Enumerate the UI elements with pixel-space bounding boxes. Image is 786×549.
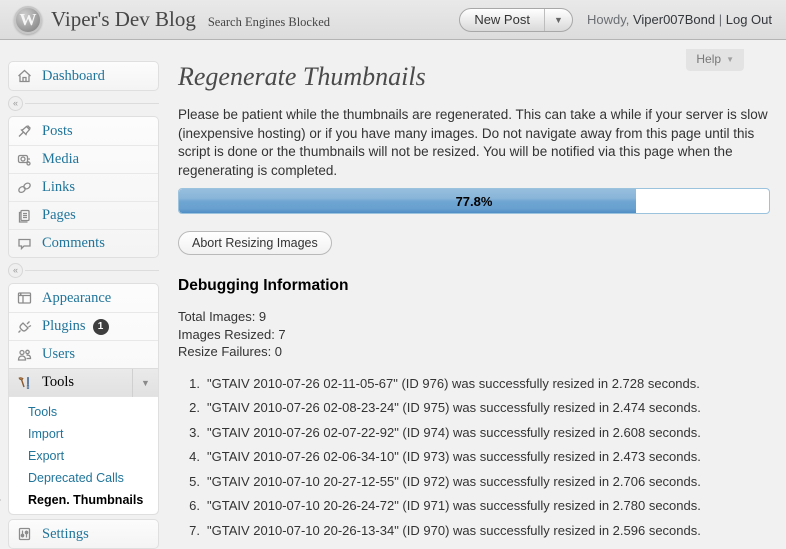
- link-chain-icon: [17, 180, 34, 195]
- main-content: Help ▼ Regenerate Thumbnails Please be p…: [178, 48, 770, 547]
- sidebar-item-pages[interactable]: Pages: [9, 201, 158, 229]
- resize-log-item: 5. "GTAIV 2010-07-10 20-27-12-55" (ID 972…: [189, 473, 701, 489]
- progress-bar: 77.8%: [178, 188, 770, 214]
- page-title: Regenerate Thumbnails: [178, 62, 426, 91]
- admin-header-bar: W Viper's Dev Blog Search Engines Blocke…: [0, 0, 786, 40]
- submenu-item-regen-thumbnails[interactable]: Regen. Thumbnails: [0, 489, 158, 511]
- pushpin-icon: [17, 124, 34, 139]
- debug-heading: Debugging Information: [178, 277, 349, 294]
- sidebar-item-dashboard[interactable]: Dashboard: [9, 62, 158, 90]
- logout-link[interactable]: Log Out: [725, 12, 772, 27]
- sidebar-item-label: Posts: [42, 122, 73, 139]
- users-icon: [17, 347, 34, 362]
- submenu-item-import[interactable]: Import: [28, 427, 64, 441]
- wordpress-logo-icon[interactable]: W: [14, 5, 42, 34]
- sidebar-item-appearance[interactable]: Appearance: [9, 284, 158, 312]
- collapse-arrow-icon[interactable]: «: [8, 95, 23, 111]
- collapse-arrow-icon[interactable]: «: [8, 262, 23, 278]
- resize-log-item: 1. "GTAIV 2010-07-26 02-11-05-67" (ID 976…: [189, 375, 700, 391]
- sidebar-item-label: Links: [42, 179, 76, 195]
- account-menu: Howdy, Viper007Bond | Log Out: [587, 12, 772, 27]
- username-link[interactable]: Viper007Bond: [632, 12, 716, 27]
- submenu-item-label: Regen. Thumbnails: [28, 493, 144, 507]
- submenu-item-tools[interactable]: Tools: [28, 405, 58, 419]
- sidebar-item-tools[interactable]: Tools ▼: [9, 368, 158, 397]
- admin-sidebar: Dashboard « Posts Media Links: [0, 61, 159, 549]
- sidebar-item-posts[interactable]: Posts: [9, 117, 158, 145]
- tools-icon: [17, 375, 34, 390]
- resize-log-list: 1. "GTAIV 2010-07-26 02-11-05-67" (ID 976…: [178, 376, 770, 538]
- sidebar-item-label: Appearance: [42, 289, 112, 306]
- sidebar-item-links[interactable]: Links: [9, 173, 158, 201]
- tools-submenu: Tools Import Export Deprecated Calls Reg…: [0, 396, 158, 514]
- sidebar-item-label: Settings: [42, 525, 89, 542]
- progress-percentage: 77.8%: [455, 194, 493, 209]
- sidebar-item-plugins[interactable]: Plugins 1: [9, 312, 158, 340]
- progress-bar-fill: [179, 189, 636, 213]
- help-label: Help: [696, 52, 722, 66]
- resize-log-item: 6. "GTAIV 2010-07-10 20-26-24-72" (ID 971…: [189, 498, 701, 513]
- sidebar-collapse-separator: «: [8, 262, 159, 278]
- pages-icon: [17, 208, 34, 223]
- new-post-button[interactable]: New Post ▼: [459, 7, 573, 32]
- resize-failures-stat: Resize Failures: 0: [178, 344, 283, 359]
- sidebar-item-label: Media: [42, 151, 80, 167]
- current-item-arrow-icon: [0, 495, 6, 505]
- submenu-item-export[interactable]: Export: [28, 449, 65, 463]
- account-separator: |: [715, 12, 726, 27]
- sidebar-collapse-separator: «: [8, 95, 159, 111]
- sidebar-item-label: Pages: [42, 207, 76, 223]
- resize-log-item: 4. "GTAIV 2010-07-26 02-06-34-10" (ID 973…: [189, 449, 701, 464]
- new-post-dropdown-icon[interactable]: ▼: [543, 8, 572, 31]
- sidebar-item-settings[interactable]: Settings: [9, 520, 158, 548]
- home-icon: [17, 69, 34, 84]
- sidebar-item-label: Users: [42, 346, 76, 362]
- debug-stats: Total Images: 9 Images Resized: 7 Resize…: [178, 308, 770, 361]
- search-engines-blocked-label: Search Engines Blocked: [207, 14, 331, 29]
- intro-paragraph: Please be patient while the thumbnails a…: [178, 107, 768, 178]
- sidebar-item-comments[interactable]: Comments: [9, 229, 158, 257]
- sidebar-item-label: Tools: [42, 374, 75, 390]
- abort-resizing-button[interactable]: Abort Resizing Images: [178, 231, 332, 255]
- tools-dropdown-arrow-icon[interactable]: ▼: [132, 368, 158, 397]
- images-resized-stat: Images Resized: 7: [178, 326, 286, 342]
- appearance-icon: [17, 291, 34, 306]
- plugins-update-count-badge: 1: [92, 318, 109, 335]
- howdy-text: Howdy,: [586, 12, 633, 27]
- sidebar-item-label: Dashboard: [42, 67, 105, 84]
- resize-log-item: 3. "GTAIV 2010-07-26 02-07-22-92" (ID 974…: [189, 424, 701, 440]
- total-images-stat: Total Images: 9: [178, 309, 267, 324]
- resize-log-item: 7. "GTAIV 2010-07-10 20-26-13-34" (ID 970…: [189, 522, 701, 538]
- sidebar-item-media[interactable]: Media: [9, 145, 158, 173]
- plugin-icon: [17, 319, 34, 334]
- blog-title[interactable]: Viper's Dev Blog: [51, 7, 196, 31]
- help-dropdown-icon: ▼: [726, 54, 734, 64]
- settings-sliders-icon: [17, 527, 34, 542]
- speech-bubble-icon: [17, 236, 34, 251]
- new-post-label[interactable]: New Post: [474, 12, 530, 27]
- resize-log-item: 2. "GTAIV 2010-07-26 02-08-23-24" (ID 975…: [189, 400, 701, 415]
- sidebar-item-users[interactable]: Users: [9, 340, 158, 368]
- sidebar-item-label: Plugins: [42, 318, 86, 334]
- media-icon: [17, 152, 34, 167]
- submenu-item-deprecated-calls[interactable]: Deprecated Calls: [28, 471, 124, 485]
- help-tab[interactable]: Help ▼: [686, 49, 744, 71]
- sidebar-item-label: Comments: [42, 235, 105, 251]
